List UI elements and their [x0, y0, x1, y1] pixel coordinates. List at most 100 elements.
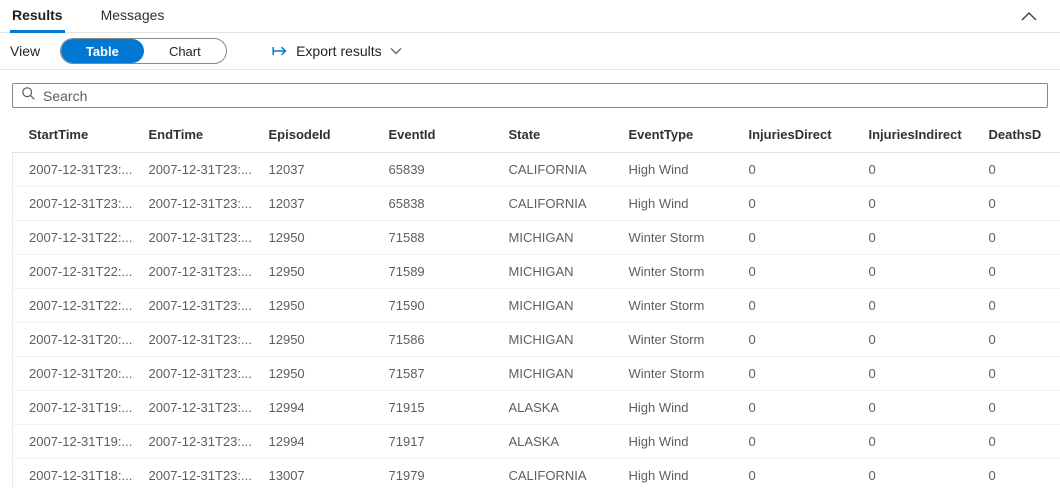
table-cell[interactable]: 2007-12-31T20:... — [12, 322, 133, 357]
table-cell[interactable]: 0 — [972, 322, 1060, 357]
table-cell[interactable]: Winter Storm — [612, 288, 733, 323]
table-cell[interactable]: High Wind — [612, 186, 733, 221]
table-cell[interactable]: MICHIGAN — [492, 288, 613, 323]
table-cell[interactable]: 0 — [732, 424, 853, 459]
tab-messages[interactable]: Messages — [99, 0, 167, 33]
column-header[interactable]: EventType — [612, 117, 733, 153]
table-cell[interactable]: 0 — [732, 356, 853, 391]
table-cell[interactable]: 0 — [852, 390, 973, 425]
table-cell[interactable]: CALIFORNIA — [492, 152, 613, 187]
table-cell[interactable]: 2007-12-31T23:... — [132, 254, 253, 289]
table-cell[interactable]: 12950 — [252, 220, 373, 255]
table-cell[interactable]: 2007-12-31T19:... — [12, 424, 133, 459]
table-cell[interactable]: 0 — [732, 390, 853, 425]
table-cell[interactable]: 0 — [972, 288, 1060, 323]
table-cell[interactable]: 0 — [972, 424, 1060, 459]
table-cell[interactable]: 71588 — [372, 220, 493, 255]
table-cell[interactable]: High Wind — [612, 152, 733, 187]
view-toggle-chart[interactable]: Chart — [144, 39, 227, 63]
table-cell[interactable]: 12994 — [252, 390, 373, 425]
column-header[interactable]: EpisodeId — [252, 117, 373, 153]
column-header[interactable]: InjuriesDirect — [732, 117, 853, 153]
table-cell[interactable]: 0 — [972, 186, 1060, 221]
table-cell[interactable]: 0 — [972, 356, 1060, 391]
table-cell[interactable]: 2007-12-31T23:... — [132, 220, 253, 255]
table-cell[interactable]: 71586 — [372, 322, 493, 357]
table-cell[interactable]: 2007-12-31T23:... — [132, 186, 253, 221]
table-cell[interactable]: 0 — [732, 186, 853, 221]
column-header[interactable]: EndTime — [132, 117, 253, 153]
table-cell[interactable]: 2007-12-31T23:... — [132, 322, 253, 357]
table-cell[interactable]: 71979 — [372, 458, 493, 488]
column-header[interactable]: DeathsD — [972, 117, 1060, 153]
export-results-button[interactable]: Export results — [271, 43, 402, 59]
table-cell[interactable]: 12037 — [252, 152, 373, 187]
table-cell[interactable]: 71589 — [372, 254, 493, 289]
table-cell[interactable]: 0 — [732, 322, 853, 357]
table-cell[interactable]: 0 — [852, 152, 973, 187]
table-cell[interactable]: 0 — [732, 288, 853, 323]
table-cell[interactable]: Winter Storm — [612, 220, 733, 255]
table-cell[interactable]: ALASKA — [492, 424, 613, 459]
table-cell[interactable]: 71587 — [372, 356, 493, 391]
table-cell[interactable]: 0 — [972, 458, 1060, 488]
table-cell[interactable]: 2007-12-31T22:... — [12, 288, 133, 323]
table-cell[interactable]: CALIFORNIA — [492, 186, 613, 221]
table-cell[interactable]: MICHIGAN — [492, 322, 613, 357]
table-cell[interactable]: Winter Storm — [612, 322, 733, 357]
table-cell[interactable]: 65839 — [372, 152, 493, 187]
table-cell[interactable]: Winter Storm — [612, 356, 733, 391]
table-cell[interactable]: 0 — [972, 254, 1060, 289]
table-cell[interactable]: 2007-12-31T23:... — [12, 186, 133, 221]
table-cell[interactable]: 0 — [732, 220, 853, 255]
table-cell[interactable]: MICHIGAN — [492, 254, 613, 289]
collapse-panel-button[interactable] — [1016, 7, 1042, 26]
table-cell[interactable]: High Wind — [612, 390, 733, 425]
table-cell[interactable]: MICHIGAN — [492, 356, 613, 391]
table-cell[interactable]: 65838 — [372, 186, 493, 221]
table-cell[interactable]: 12950 — [252, 356, 373, 391]
table-cell[interactable]: 2007-12-31T18:... — [12, 458, 133, 488]
table-cell[interactable]: 71590 — [372, 288, 493, 323]
table-cell[interactable]: 0 — [852, 220, 973, 255]
column-header[interactable]: StartTime — [12, 117, 133, 153]
table-cell[interactable]: 0 — [732, 152, 853, 187]
table-cell[interactable]: 2007-12-31T23:... — [132, 152, 253, 187]
table-cell[interactable]: 2007-12-31T23:... — [132, 424, 253, 459]
table-cell[interactable]: 12037 — [252, 186, 373, 221]
table-cell[interactable]: ALASKA — [492, 390, 613, 425]
column-header[interactable]: InjuriesIndirect — [852, 117, 973, 153]
table-cell[interactable]: 2007-12-31T23:... — [12, 152, 133, 187]
table-cell[interactable]: 0 — [852, 356, 973, 391]
table-cell[interactable]: 71917 — [372, 424, 493, 459]
table-cell[interactable]: 0 — [852, 254, 973, 289]
table-cell[interactable]: 0 — [732, 254, 853, 289]
table-cell[interactable]: 0 — [972, 220, 1060, 255]
table-cell[interactable]: 12950 — [252, 288, 373, 323]
table-cell[interactable]: 12950 — [252, 322, 373, 357]
table-cell[interactable]: 2007-12-31T20:... — [12, 356, 133, 391]
table-cell[interactable]: 2007-12-31T23:... — [132, 458, 253, 488]
search-input[interactable] — [43, 87, 1039, 104]
table-cell[interactable]: High Wind — [612, 424, 733, 459]
table-cell[interactable]: 2007-12-31T22:... — [12, 220, 133, 255]
table-cell[interactable]: 0 — [972, 152, 1060, 187]
table-cell[interactable]: 0 — [852, 322, 973, 357]
table-cell[interactable]: 12994 — [252, 424, 373, 459]
table-cell[interactable]: High Wind — [612, 458, 733, 488]
column-header[interactable]: State — [492, 117, 613, 153]
column-header[interactable]: EventId — [372, 117, 493, 153]
table-cell[interactable]: 71915 — [372, 390, 493, 425]
view-toggle-table[interactable]: Table — [61, 39, 144, 63]
table-cell[interactable]: 0 — [972, 390, 1060, 425]
table-cell[interactable]: 0 — [852, 288, 973, 323]
table-cell[interactable]: 2007-12-31T19:... — [12, 390, 133, 425]
table-cell[interactable]: 0 — [852, 186, 973, 221]
table-cell[interactable]: MICHIGAN — [492, 220, 613, 255]
table-cell[interactable]: 12950 — [252, 254, 373, 289]
table-cell[interactable]: 2007-12-31T23:... — [132, 390, 253, 425]
tab-results[interactable]: Results — [10, 0, 65, 33]
table-cell[interactable]: 0 — [852, 424, 973, 459]
table-cell[interactable]: 2007-12-31T23:... — [132, 288, 253, 323]
table-cell[interactable]: 13007 — [252, 458, 373, 488]
